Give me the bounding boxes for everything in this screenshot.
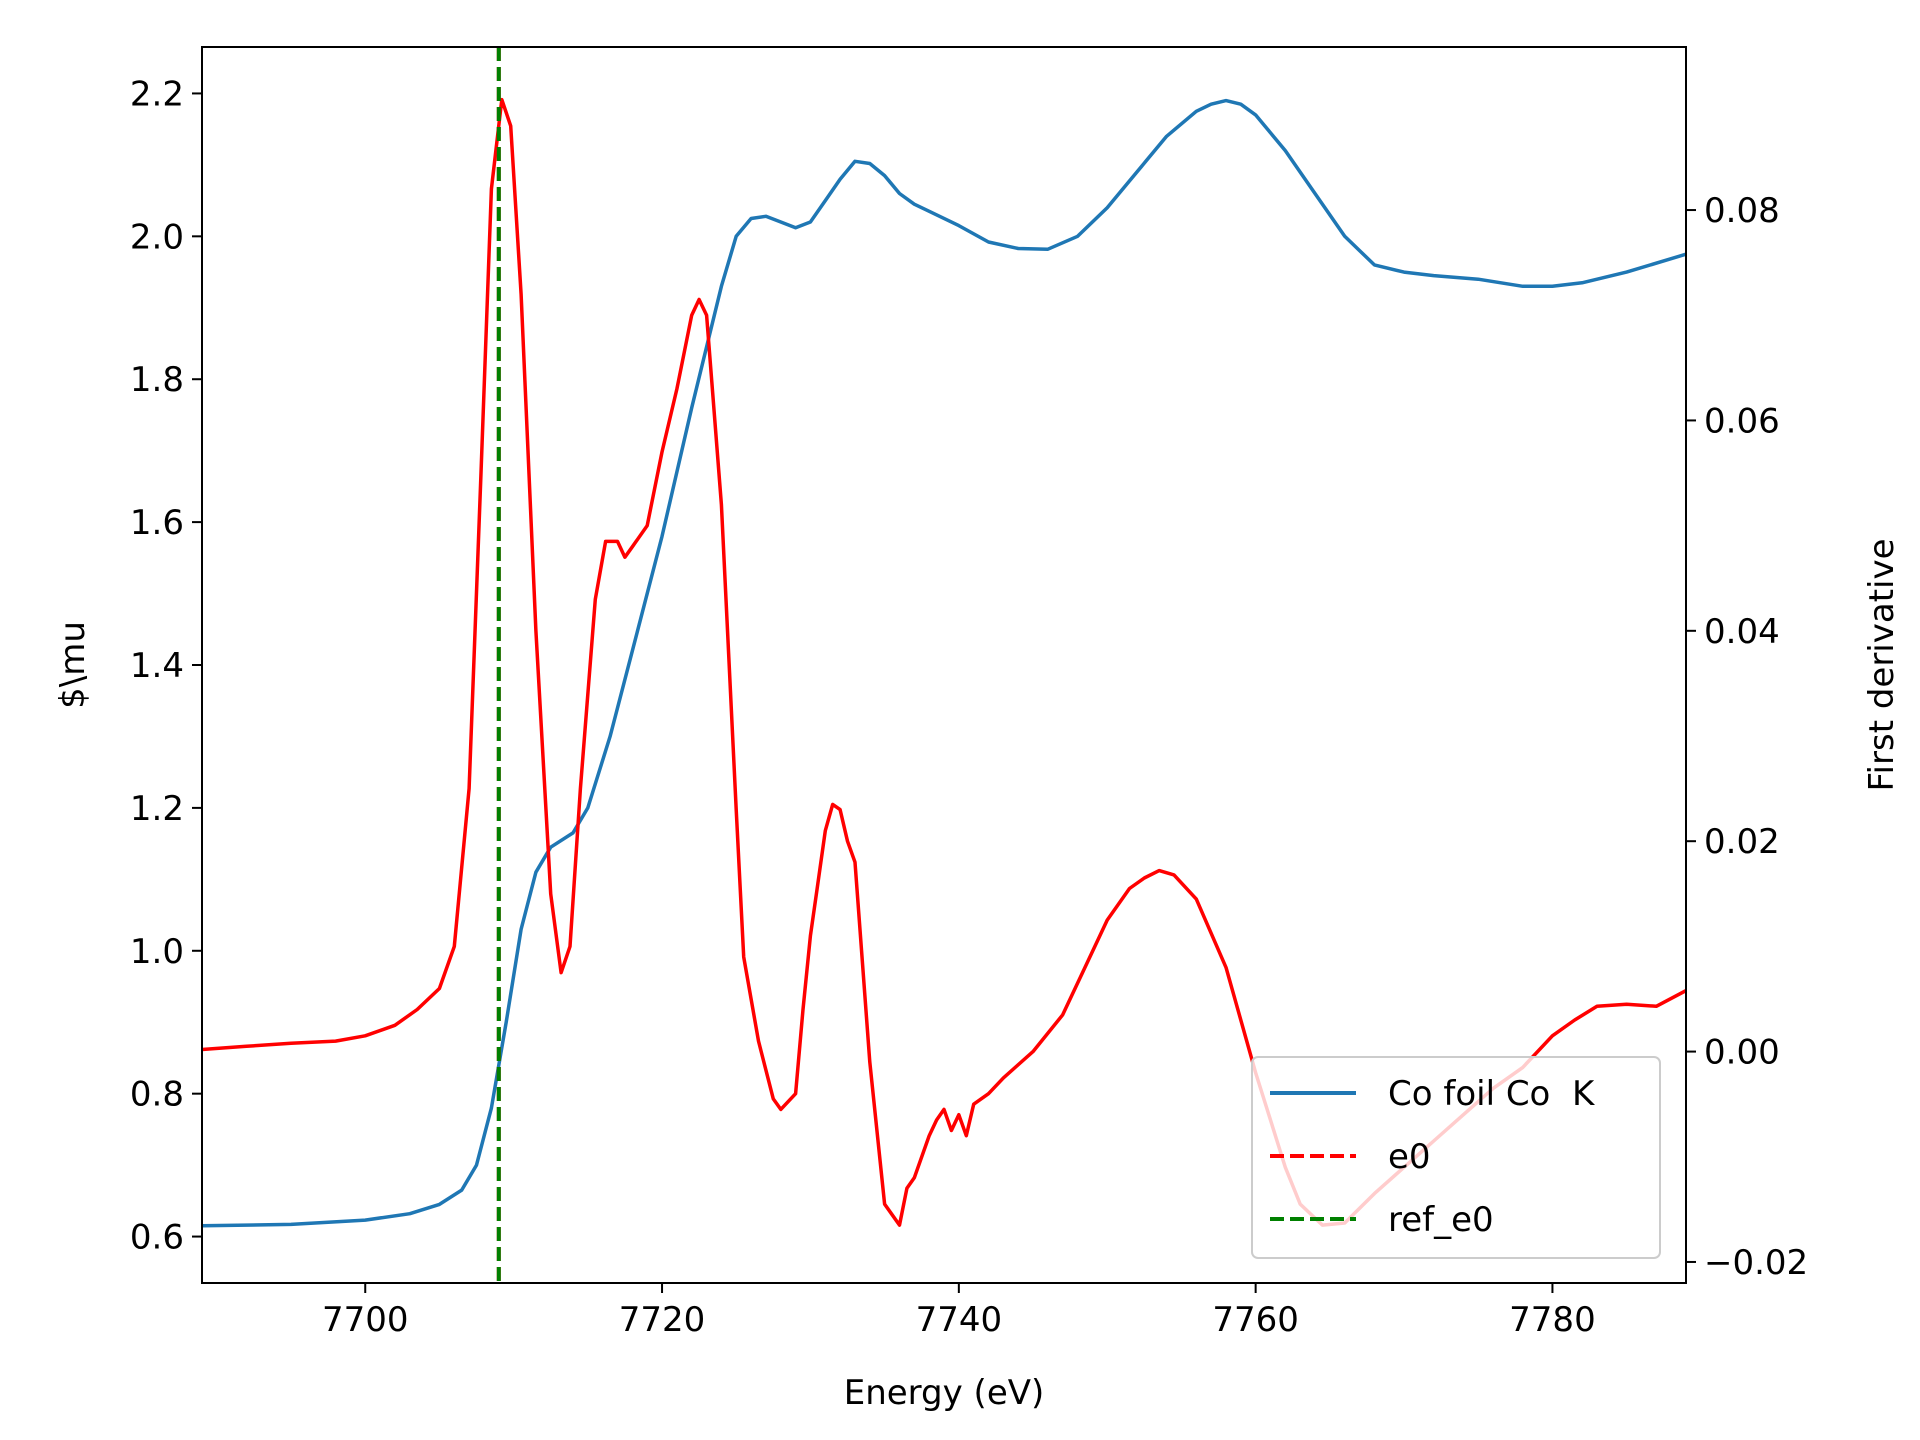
x-tick-label: 7760 [1212, 1300, 1299, 1340]
y-tick-label: 1.8 [130, 360, 184, 400]
y-axis-right: −0.02 0.00 0.02 0.04 0.06 0.08 [1686, 191, 1808, 1283]
x-tick-label: 7740 [916, 1300, 1003, 1340]
legend-label-ref-e0: ref_e0 [1388, 1200, 1494, 1240]
y2-tick-label: 0.02 [1704, 822, 1780, 862]
x-tick-label: 7720 [619, 1300, 706, 1340]
y-axis-label: $\mu [53, 621, 93, 709]
y-tick-label: 0.8 [130, 1075, 184, 1115]
y2-tick-label: 0.04 [1704, 612, 1780, 652]
y-axis-left: 0.6 0.8 1.0 1.2 1.4 1.6 1.8 2.0 2.2 [130, 74, 202, 1258]
y-tick-label: 1.6 [130, 503, 184, 543]
y2-tick-label: −0.02 [1704, 1243, 1808, 1283]
x-tick-label: 7780 [1509, 1300, 1596, 1340]
y2-tick-label: 0.06 [1704, 401, 1780, 441]
legend-label-e0: e0 [1388, 1137, 1431, 1177]
x-axis: 7700 7720 7740 7760 7780 [322, 1283, 1596, 1340]
legend-label-co-foil: Co foil Co K [1388, 1074, 1596, 1114]
legend-box [1251, 1056, 1661, 1259]
y2-tick-label: 0.08 [1704, 191, 1780, 231]
legend: Co foil Co K e0 ref_e0 [1251, 1056, 1661, 1259]
y-tick-label: 1.2 [130, 789, 184, 829]
y2-tick-label: 0.00 [1704, 1033, 1780, 1073]
x-tick-label: 7700 [322, 1300, 409, 1340]
y-tick-label: 2.2 [130, 74, 184, 114]
y2-axis-label: First derivative [1862, 538, 1902, 791]
co-foil-co-k-line [202, 98, 1686, 1228]
x-axis-label: Energy (eV) [844, 1373, 1045, 1413]
y-tick-label: 1.4 [130, 646, 184, 686]
y-tick-label: 1.0 [130, 932, 184, 972]
y-tick-label: 0.6 [130, 1218, 184, 1258]
y-tick-label: 2.0 [130, 217, 184, 257]
